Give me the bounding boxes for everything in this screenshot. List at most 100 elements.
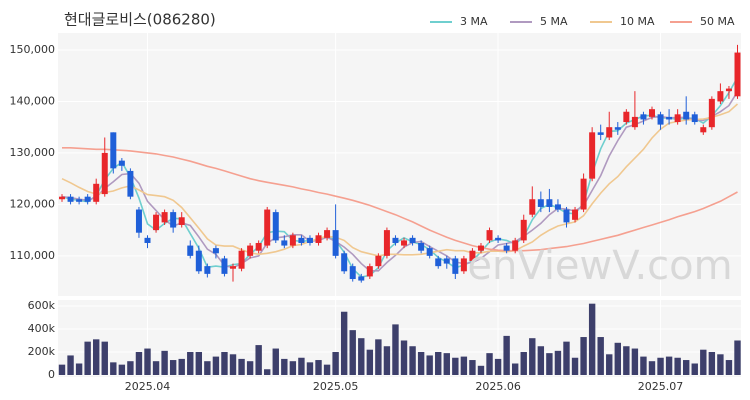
volume-bar <box>298 357 305 375</box>
candle-body <box>392 237 399 243</box>
candle-body <box>572 209 579 220</box>
volume-bar <box>315 360 322 375</box>
chart-title: 현대글로비스(086280) <box>64 11 216 29</box>
candle-body <box>580 178 587 210</box>
volume-bar <box>178 358 185 375</box>
volume-bar <box>494 358 502 375</box>
candle-body <box>503 245 510 251</box>
volume-bar <box>221 351 228 375</box>
ma-line <box>61 103 739 257</box>
volume-bar <box>375 339 382 375</box>
volume-bar <box>332 351 339 375</box>
volume-bar <box>435 351 442 375</box>
volume-bar <box>135 351 143 375</box>
volume-bar <box>580 337 587 375</box>
volume-bar <box>349 330 356 375</box>
x-tick-label: 2025.07 <box>638 380 684 393</box>
candle-body <box>76 199 83 202</box>
candle-body <box>520 219 527 241</box>
volume-bar <box>75 363 83 375</box>
volume-bar <box>409 346 416 375</box>
volume-bar <box>289 361 297 375</box>
volume-tick-label: 200k <box>28 345 56 358</box>
volume-bar <box>452 357 459 375</box>
candle-body <box>170 212 177 228</box>
volume-bar <box>306 362 314 375</box>
candle-body <box>486 230 493 241</box>
volume-bar <box>229 354 237 375</box>
candle-body <box>597 132 604 135</box>
volume-bar <box>212 356 220 375</box>
volume-bar <box>281 358 288 375</box>
candle-body <box>101 152 108 195</box>
candle-body <box>452 258 459 274</box>
candle-body <box>118 160 125 166</box>
candle-body <box>178 217 185 225</box>
candle-body <box>460 258 467 272</box>
volume-bar <box>144 348 151 375</box>
volume-bar <box>554 350 562 375</box>
candle-body <box>443 258 450 264</box>
volume-bar <box>623 346 630 375</box>
candle-body <box>187 245 194 256</box>
candle-body <box>725 88 732 92</box>
candle-body <box>67 196 74 202</box>
candle-body <box>349 266 356 280</box>
volume-bar <box>118 364 126 375</box>
volume-bar <box>520 351 527 375</box>
volume-bar <box>417 351 425 375</box>
volume-bar <box>255 345 262 375</box>
candle-body <box>734 52 741 97</box>
legend-label: 50 MA <box>700 15 735 28</box>
legend-label: 10 MA <box>620 15 655 28</box>
volume-bar <box>358 338 365 375</box>
candle-body <box>272 212 279 241</box>
volume-bar <box>700 349 707 375</box>
volume-bar <box>725 360 733 375</box>
candle-body <box>401 240 408 246</box>
candle-body <box>495 237 502 241</box>
candle-body <box>281 240 288 246</box>
candle-body <box>358 276 365 281</box>
candle-body <box>606 127 613 138</box>
candle-body <box>230 266 237 269</box>
volume-bar <box>734 340 741 375</box>
candle-body <box>674 114 681 123</box>
candle-body <box>298 237 305 243</box>
candle-body <box>418 242 425 251</box>
candle-body <box>529 199 536 215</box>
volume-bar <box>614 342 621 375</box>
candle-body <box>717 91 724 102</box>
volume-bar <box>606 354 613 375</box>
volume-bar <box>529 338 536 375</box>
candle-body <box>144 237 151 243</box>
y-tick-label: 130,000 <box>10 146 56 159</box>
volume-bar <box>340 311 348 375</box>
candle-body <box>477 245 484 251</box>
volume-bar <box>169 360 177 375</box>
volume-bar <box>272 348 279 375</box>
volume-bar <box>204 361 211 375</box>
candle-body <box>426 248 433 256</box>
volume-bar <box>400 340 408 375</box>
candle-body <box>264 209 271 246</box>
volume-bar <box>657 357 664 375</box>
volume-bar <box>571 357 579 375</box>
volume-bar <box>264 369 271 375</box>
candle-body <box>247 245 254 256</box>
legend-label: 5 MA <box>540 15 568 28</box>
candle-body <box>366 266 373 277</box>
candle-body <box>255 242 262 251</box>
candle-body <box>238 250 245 269</box>
legend-label: 3 MA <box>460 15 488 28</box>
candle-body <box>666 116 673 120</box>
candle-body <box>59 196 65 200</box>
volume-bar <box>93 339 100 375</box>
volume-bar <box>682 360 690 375</box>
volume-bar <box>460 356 468 375</box>
volume-bar <box>563 341 570 375</box>
volume-bar <box>546 353 553 375</box>
candle-body <box>640 114 647 120</box>
volume-bar <box>674 357 681 375</box>
